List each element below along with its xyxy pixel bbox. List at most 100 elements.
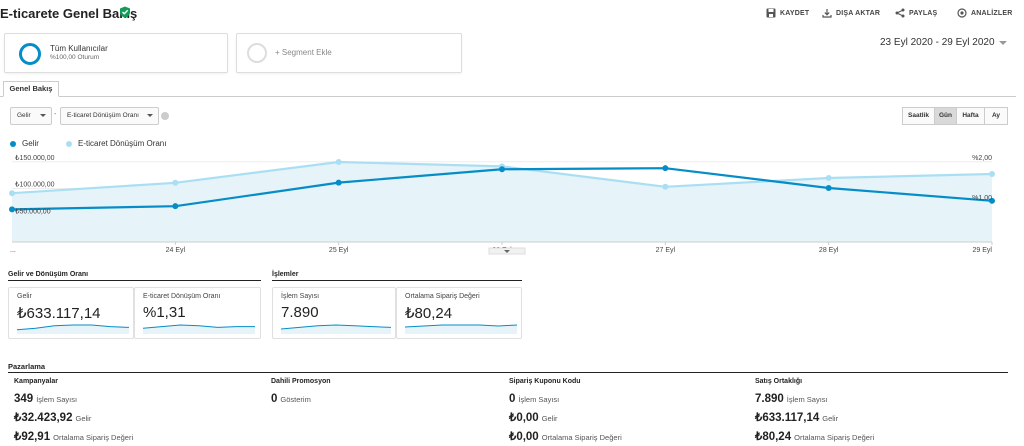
data-point-revenue[interactable] — [172, 203, 179, 210]
metric-value: ₺80,24 — [405, 305, 453, 322]
metric-card-transactions[interactable]: İşlem Sayısı 7.890 — [272, 287, 396, 339]
segment-placeholder-icon — [247, 43, 267, 63]
segment-name: Tüm Kullanıcılar — [50, 44, 108, 53]
label: Ortalama Sipariş Değeri — [53, 433, 134, 442]
value[interactable]: ₺633.117,14 — [755, 412, 820, 424]
x-tick-label: 27 Eyl — [656, 247, 676, 254]
value[interactable]: ₺92,91 — [14, 431, 51, 443]
sparkline-line — [17, 324, 129, 331]
save-button[interactable]: KAYDET — [766, 8, 809, 18]
x-tick-label: 24 Eyl — [166, 247, 186, 254]
sparkline-line — [143, 324, 255, 329]
sparkline-area — [281, 325, 391, 334]
legend-label: Gelir — [22, 139, 39, 148]
help-icon[interactable] — [161, 112, 169, 120]
granularity-month[interactable]: Ay — [984, 107, 1008, 125]
page-title: E-ticarete Genel Bakış — [0, 6, 138, 21]
label: Ortalama Sipariş Değeri — [541, 433, 622, 442]
insights-label: ANALİZLER — [971, 9, 1013, 17]
segment-sessions: %100,00 Oturum — [50, 54, 100, 61]
segment-all-users[interactable]: Tüm Kullanıcılar %100,00 Oturum — [4, 33, 228, 73]
section-rule — [8, 280, 261, 281]
sparkline-line — [405, 324, 517, 328]
metric-label: Gelir — [17, 293, 32, 300]
granularity-week[interactable]: Hafta — [956, 107, 985, 125]
value[interactable]: ₺80,24 — [755, 431, 792, 443]
data-point-conversion[interactable] — [9, 190, 15, 197]
data-point-revenue[interactable] — [499, 166, 505, 173]
data-point-revenue[interactable] — [825, 184, 832, 191]
chevron-down-icon[interactable] — [504, 250, 510, 253]
value[interactable]: ₺32.423,92 — [14, 412, 73, 424]
sparkline-area — [405, 325, 517, 334]
metric-card-revenue[interactable]: Gelir ₺633.117,14 — [8, 287, 134, 339]
legend-conversion[interactable]: E-ticaret Dönüşüm Oranı — [66, 139, 166, 148]
sparkline — [143, 324, 255, 334]
data-point-conversion[interactable] — [662, 183, 669, 190]
label: Gösterim — [280, 395, 311, 404]
label: İşlem Sayısı — [36, 395, 78, 404]
tab-overview[interactable]: Genel Bakış — [3, 81, 59, 97]
export-button[interactable]: DIŞA AKTAR — [822, 8, 880, 18]
value[interactable]: 0 — [271, 393, 278, 405]
list-item: ₺633.117,14 Gelir — [755, 408, 874, 427]
list-item: 349 İşlem Sayısı — [14, 389, 133, 408]
metric1-dropdown[interactable]: Gelir — [10, 107, 52, 125]
granularity-hourly[interactable]: Saatlik — [902, 107, 935, 125]
tab-divider — [0, 96, 1016, 97]
column-title[interactable]: Dahili Promosyon — [271, 378, 331, 385]
data-point-conversion[interactable] — [825, 175, 832, 181]
x-tick-label: 25 Eyl — [329, 247, 349, 254]
column-title[interactable]: Kampanyalar — [14, 378, 58, 385]
label: İşlem Sayısı — [518, 395, 560, 404]
list-item: 0 Gösterim — [271, 389, 331, 408]
data-point-revenue[interactable] — [989, 197, 995, 204]
data-point-conversion[interactable] — [172, 179, 179, 186]
download-icon — [822, 9, 832, 18]
legend-label: E-ticaret Dönüşüm Oranı — [78, 139, 167, 148]
sparkline — [17, 324, 129, 334]
metric-card-conversion[interactable]: E-ticaret Dönüşüm Oranı %1,31 — [134, 287, 261, 339]
value[interactable]: ₺0,00 — [509, 431, 539, 443]
share-button[interactable]: PAYLAŞ — [895, 8, 937, 18]
legend-revenue[interactable]: Gelir — [10, 139, 39, 148]
value[interactable]: 7.890 — [755, 393, 784, 405]
granularity-day[interactable]: Gün — [934, 107, 957, 125]
top-bar: E-ticarete Genel Bakış KAYDET DIŞA AKTAR… — [0, 0, 1024, 28]
x-tick-label: 28 Eyl — [819, 247, 839, 254]
y-tick-label-left: ₺100.000,00 — [15, 181, 55, 189]
list-item: ₺0,00 Ortalama Sipariş Değeri — [509, 427, 622, 446]
data-point-revenue[interactable] — [662, 165, 669, 172]
value[interactable]: ₺0,00 — [509, 412, 539, 424]
insights-icon — [957, 8, 967, 18]
data-point-revenue[interactable] — [9, 206, 15, 213]
list-item: ₺80,24 Ortalama Sipariş Değeri — [755, 427, 874, 446]
insights-button[interactable]: ANALİZLER — [957, 8, 1012, 18]
column-title[interactable]: Sipariş Kuponu Kodu — [509, 378, 581, 385]
chevron-down-icon — [147, 114, 153, 117]
data-point-conversion[interactable] — [989, 171, 995, 177]
label: Gelir — [822, 414, 839, 423]
label: İşlem Sayısı — [786, 395, 828, 404]
save-label: KAYDET — [780, 9, 810, 17]
metric-card-avg-order[interactable]: Ortalama Sipariş Değeri ₺80,24 — [396, 287, 522, 339]
chevron-down-icon[interactable] — [999, 41, 1007, 45]
save-icon — [766, 8, 776, 18]
label: Gelir — [541, 414, 558, 423]
list-item: 7.890 İşlem Sayısı — [755, 389, 874, 408]
legend-dot-icon — [10, 140, 16, 147]
date-range-picker[interactable]: 23 Eyl 2020 - 29 Eyl 2020 — [880, 37, 995, 48]
y-tick-label-right: %2,00 — [972, 155, 992, 162]
data-point-revenue[interactable] — [335, 179, 342, 186]
legend-dot-icon — [66, 140, 72, 147]
metric2-dropdown[interactable]: E-ticaret Dönüşüm Oranı — [60, 107, 159, 125]
column-title[interactable]: Satış Ortaklığı — [755, 378, 803, 385]
data-point-conversion[interactable] — [335, 159, 342, 165]
export-label: DIŞA AKTAR — [836, 9, 881, 17]
metric-value: ₺633.117,14 — [17, 305, 101, 322]
marketing-campaigns: Kampanyalar 349 İşlem Sayısı ₺32.423,92 Ge… — [14, 378, 133, 446]
value[interactable]: 0 — [509, 393, 516, 405]
metric-value: %1,31 — [143, 304, 186, 321]
add-segment-button[interactable]: + Segment Ekle — [236, 33, 462, 73]
value[interactable]: 349 — [14, 393, 34, 405]
